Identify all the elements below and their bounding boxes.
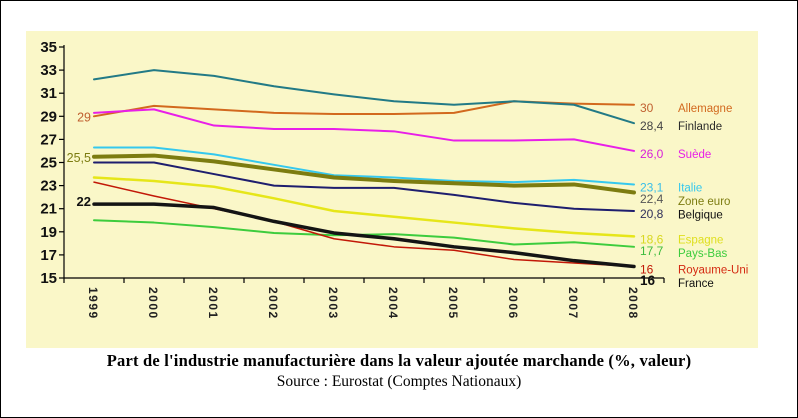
chart-source: Source : Eurostat (Comptes Nationaux) — [276, 373, 522, 390]
legend-label-espagne: Espagne — [678, 234, 723, 246]
legend-label-france: France — [678, 278, 714, 290]
series-line-france — [92, 202, 636, 269]
end-value-label: 20,8 — [640, 207, 664, 221]
x-year-label: 2007 — [566, 287, 580, 320]
plot-background — [26, 31, 758, 348]
series-line-zone-euro — [92, 153, 636, 195]
legend-label-italie: Italie — [678, 182, 702, 194]
end-value-label: 16 — [640, 273, 656, 288]
y-tick-label: 25 — [40, 155, 57, 172]
y-tick-label: 27 — [40, 131, 57, 148]
chart-title: Part de l'industrie manufacturière dans … — [106, 351, 692, 370]
series-line-espagne — [92, 176, 636, 238]
end-value-label: 30 — [640, 101, 654, 115]
y-tick-label: 31 — [40, 85, 57, 102]
y-tick-label: 19 — [40, 224, 57, 241]
legend-label-zone-euro: Zone euro — [678, 196, 730, 208]
x-year-label: 2006 — [506, 287, 520, 320]
x-year-label: 2001 — [206, 287, 220, 320]
end-value-label: 28,4 — [640, 119, 664, 133]
y-tick-label: 33 — [40, 62, 57, 79]
legend-label-belgique: Belgique — [678, 209, 723, 221]
x-year-label: 2002 — [266, 287, 280, 320]
left-value-label: 29 — [77, 110, 91, 124]
legend-label-allemagne: Allemagne — [678, 103, 732, 115]
x-year-label: 2000 — [146, 287, 160, 320]
series-line-royaume-uni — [93, 181, 635, 268]
end-value-label: 26,0 — [640, 147, 664, 161]
end-value-label: 22,4 — [640, 192, 664, 206]
y-tick-label: 21 — [40, 201, 57, 218]
x-year-label: 2004 — [386, 287, 400, 320]
legend-label-finlande: Finlande — [678, 121, 722, 133]
legend-label-su-de: Suède — [678, 149, 711, 161]
y-tick-label: 17 — [40, 247, 57, 264]
x-year-label: 2005 — [446, 287, 460, 320]
end-value-label: 18,6 — [640, 232, 664, 246]
legend-label-royaume-uni: Royaume-Uni — [678, 264, 748, 276]
end-value-label: 23,1 — [640, 180, 664, 194]
y-tick-label: 29 — [40, 108, 57, 125]
series-line-su-de — [93, 108, 635, 152]
series-line-belgique — [93, 161, 635, 213]
y-tick-label: 15 — [40, 270, 57, 287]
x-year-label: 1999 — [86, 287, 100, 320]
left-value-label: 25,5 — [67, 151, 91, 165]
x-year-label: 2008 — [626, 287, 640, 320]
y-tick-label: 23 — [40, 178, 57, 195]
caption-block: Part de l'industrie manufacturière dans … — [1, 350, 797, 392]
x-year-label: 2003 — [326, 287, 340, 320]
series-line-finlande — [93, 69, 635, 125]
series-line-italie — [93, 146, 635, 186]
end-value-label: 17,7 — [640, 244, 664, 258]
legend-label-pays-bas: Pays-Bas — [678, 248, 727, 260]
end-value-label: 16 — [640, 262, 654, 276]
y-tick-label: 35 — [40, 39, 57, 56]
left-value-label: 22 — [77, 194, 91, 209]
